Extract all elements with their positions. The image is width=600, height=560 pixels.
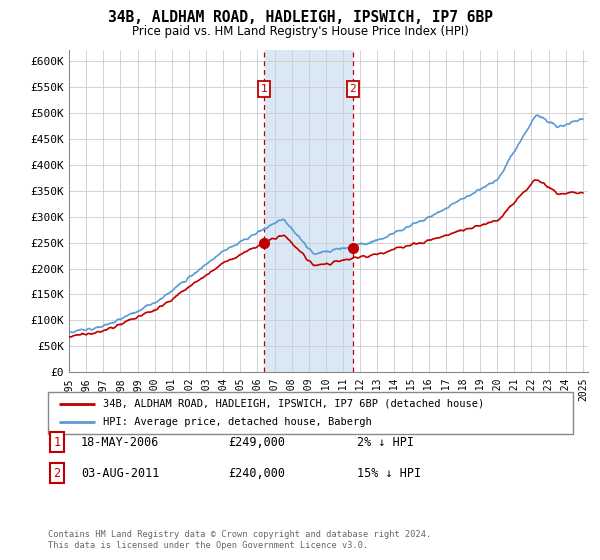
Text: 2: 2 — [53, 466, 61, 480]
Text: 18-MAY-2006: 18-MAY-2006 — [81, 436, 160, 449]
Text: 1: 1 — [260, 84, 267, 94]
Text: 34B, ALDHAM ROAD, HADLEIGH, IPSWICH, IP7 6BP (detached house): 34B, ALDHAM ROAD, HADLEIGH, IPSWICH, IP7… — [103, 399, 484, 409]
Text: Contains HM Land Registry data © Crown copyright and database right 2024.: Contains HM Land Registry data © Crown c… — [48, 530, 431, 539]
FancyBboxPatch shape — [48, 392, 573, 434]
Text: 03-AUG-2011: 03-AUG-2011 — [81, 466, 160, 480]
Text: HPI: Average price, detached house, Babergh: HPI: Average price, detached house, Babe… — [103, 417, 372, 427]
Text: £249,000: £249,000 — [228, 436, 285, 449]
Text: This data is licensed under the Open Government Licence v3.0.: This data is licensed under the Open Gov… — [48, 541, 368, 550]
Text: Price paid vs. HM Land Registry's House Price Index (HPI): Price paid vs. HM Land Registry's House … — [131, 25, 469, 38]
Text: £240,000: £240,000 — [228, 466, 285, 480]
Text: 1: 1 — [53, 436, 61, 449]
Text: 15% ↓ HPI: 15% ↓ HPI — [357, 466, 421, 480]
Text: 2: 2 — [350, 84, 356, 94]
Text: 2% ↓ HPI: 2% ↓ HPI — [357, 436, 414, 449]
Text: 34B, ALDHAM ROAD, HADLEIGH, IPSWICH, IP7 6BP: 34B, ALDHAM ROAD, HADLEIGH, IPSWICH, IP7… — [107, 10, 493, 25]
